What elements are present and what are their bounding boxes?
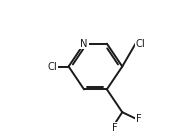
Text: F: F [136,114,141,124]
Text: Cl: Cl [136,39,145,49]
Text: F: F [113,123,118,133]
Text: N: N [80,39,88,49]
Text: Cl: Cl [48,62,58,71]
